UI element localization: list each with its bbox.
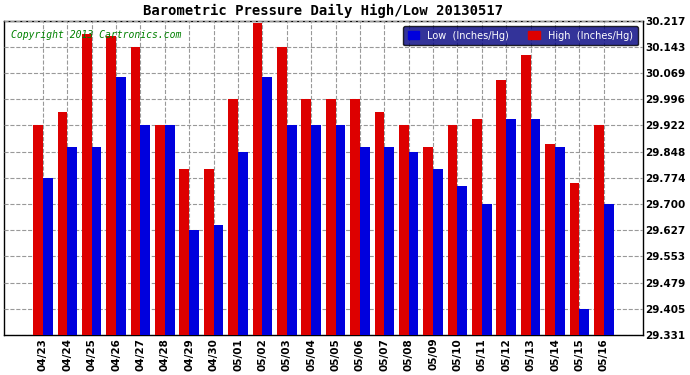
Bar [408,152,418,335]
Bar [189,230,199,335]
Bar [287,126,297,335]
Bar [238,152,248,335]
Bar [57,112,68,335]
Bar [570,183,580,335]
Bar [165,126,175,335]
Bar [335,126,345,335]
Bar [433,169,443,335]
Bar [375,112,384,335]
Bar [228,99,238,335]
Bar [116,76,126,335]
Bar [497,80,506,335]
Bar [531,119,540,335]
Bar [106,36,116,335]
Bar [33,126,43,335]
Title: Barometric Pressure Daily High/Low 20130517: Barometric Pressure Daily High/Low 20130… [144,4,504,18]
Bar [43,178,52,335]
Bar [604,204,613,335]
Bar [448,126,457,335]
Bar [214,225,224,335]
Text: Copyright 2013 Cartronics.com: Copyright 2013 Cartronics.com [10,30,181,40]
Bar [253,23,262,335]
Bar [277,47,287,335]
Bar [155,126,165,335]
Bar [384,147,394,335]
Bar [311,126,321,335]
Bar [92,147,101,335]
Bar [302,99,311,335]
Bar [141,126,150,335]
Bar [482,204,491,335]
Bar [399,126,408,335]
Bar [68,147,77,335]
Bar [262,76,272,335]
Bar [506,119,516,335]
Bar [360,147,370,335]
Bar [130,47,141,335]
Bar [521,55,531,335]
Bar [179,169,189,335]
Bar [82,34,92,335]
Bar [472,119,482,335]
Legend: Low  (Inches/Hg), High  (Inches/Hg): Low (Inches/Hg), High (Inches/Hg) [403,26,638,45]
Bar [351,99,360,335]
Bar [326,99,335,335]
Bar [580,309,589,335]
Bar [594,126,604,335]
Bar [204,169,214,335]
Bar [457,186,467,335]
Bar [424,147,433,335]
Bar [545,144,555,335]
Bar [555,147,565,335]
